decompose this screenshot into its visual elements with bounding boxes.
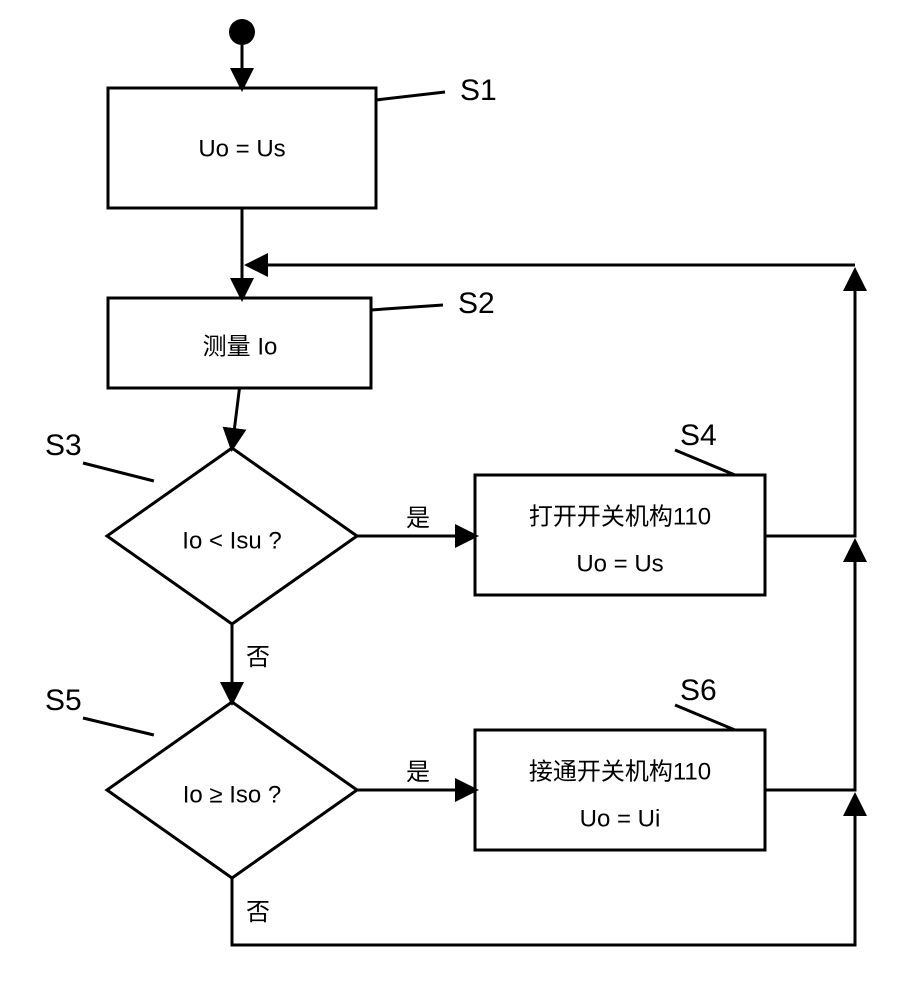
label-s1: S1 (460, 74, 497, 107)
node-s3-text: Io < Isu ? (182, 527, 281, 554)
edge-s2-s3 (232, 388, 240, 448)
node-s1-text: Uo = Us (198, 135, 285, 162)
label-connector-s4 (675, 450, 735, 475)
edge-s5-no-feedback (232, 796, 855, 945)
label-s5: S5 (45, 684, 82, 717)
node-s6-text-1: 接通开关机构110 (529, 758, 711, 785)
label-connector-s1 (376, 92, 445, 100)
label-s3: S3 (45, 429, 82, 462)
label-connector-s5 (83, 718, 154, 735)
label-connector-s2 (371, 305, 443, 310)
flowchart: Uo = Us S1 测量 Io S2 Io < Isu ? S3 打开开关机构… (0, 0, 902, 1000)
label-s6: S6 (680, 674, 717, 707)
label-s5-yes: 是 (406, 759, 430, 786)
label-s2: S2 (458, 287, 495, 320)
label-s3-no: 否 (246, 644, 270, 671)
node-s6-text-2: Uo = Ui (580, 805, 661, 832)
label-s3-yes: 是 (406, 505, 430, 532)
label-connector-s3 (83, 463, 154, 481)
node-s5-text: Io ≥ Iso ? (183, 781, 282, 808)
label-connector-s6 (675, 705, 735, 730)
edge-s6-feedback (765, 542, 855, 790)
node-s4-text-2: Uo = Us (576, 550, 663, 577)
start-node (229, 19, 255, 45)
node-s2-text: 测量 Io (203, 333, 278, 360)
label-s4: S4 (680, 419, 717, 452)
edge-s4-feedback (765, 271, 855, 536)
node-s4-text-1: 打开开关机构110 (529, 503, 711, 530)
label-s5-no: 否 (246, 899, 270, 926)
